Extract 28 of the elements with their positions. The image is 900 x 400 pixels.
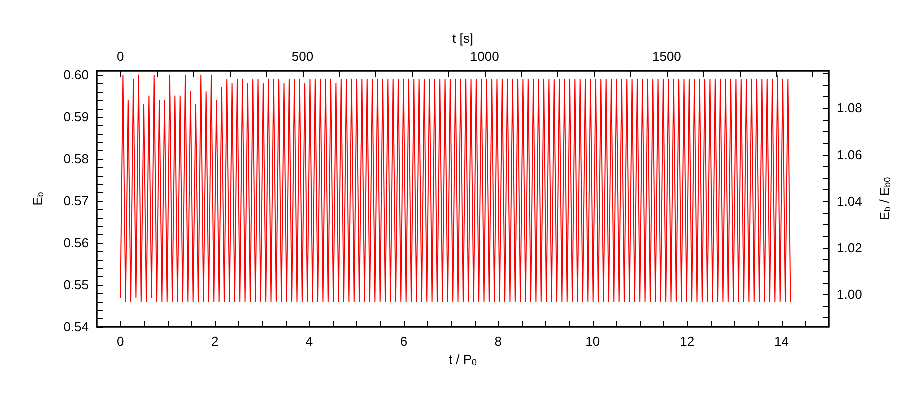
x2-tick-label: 500 [292, 49, 314, 64]
y-tick-label: 0.60 [64, 68, 89, 83]
y-tick-label: 0.59 [64, 110, 89, 125]
x-tick-label: 2 [211, 334, 219, 349]
x-tick-label: 0 [116, 334, 124, 349]
y2-tick-label: 1.04 [837, 194, 862, 209]
y2-tick-label: 1.06 [837, 147, 862, 162]
y2-tick-label: 1.00 [837, 286, 862, 302]
x2-tick-label: 1000 [470, 49, 500, 64]
x2-tick-label: 1500 [652, 49, 682, 64]
y-tick-label: 0.54 [64, 320, 89, 334]
x2-axis-title: t [s] [452, 31, 474, 46]
x-tick-label: 12 [680, 334, 695, 349]
x-tick-label: 10 [586, 334, 600, 349]
x2-tick-label: 0 [117, 49, 124, 64]
y2-tick-label: 1.08 [837, 100, 862, 116]
line-series [120, 74, 792, 302]
y-tick-label: 0.56 [64, 236, 89, 251]
y2-tick-label: 1.02 [837, 240, 862, 256]
x-tick-label: 4 [306, 334, 314, 349]
y-axis-title: Eb [30, 192, 46, 206]
y2-axis-title: Eb / Eb0 [877, 177, 892, 221]
x-tick-label: 8 [494, 334, 502, 349]
y-tick-label: 0.58 [64, 152, 89, 167]
y-tick-label: 0.55 [64, 278, 89, 293]
x-tick-label: 14 [774, 334, 790, 349]
x-tick-label: 6 [400, 334, 408, 349]
y-tick-label: 0.57 [64, 194, 89, 209]
